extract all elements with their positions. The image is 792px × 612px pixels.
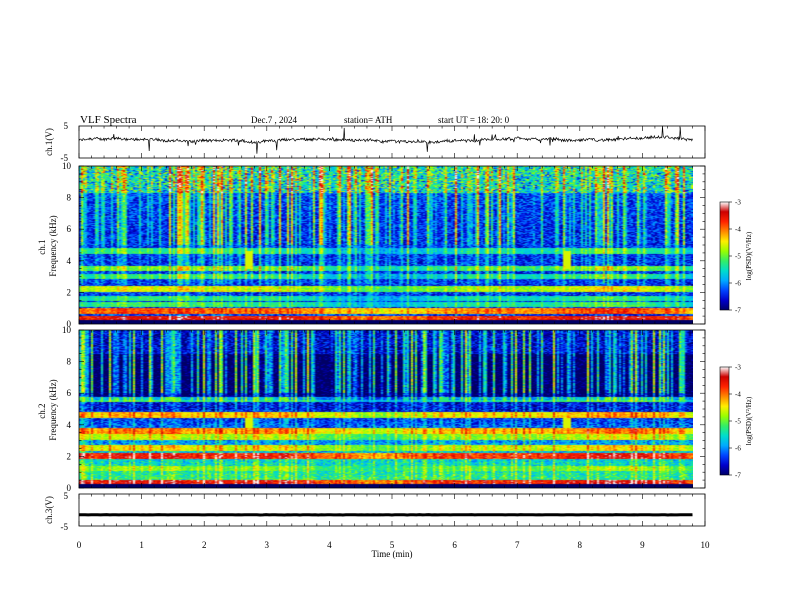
x-tick-label: 5 <box>390 540 395 550</box>
x-tick-label: 9 <box>640 540 645 550</box>
ch1-spectrogram-ylabel-line2: Frequency (kHz) <box>48 215 58 276</box>
ch3-ytick-top: 5 <box>64 491 69 501</box>
ch1-spectrogram-ylabel-line1: ch.1 <box>37 240 47 255</box>
colorbar-tick-label: -3 <box>735 364 741 372</box>
ch1-spectrogram-ticks <box>78 165 706 325</box>
ch2-spectrogram-ylabel-line2: Frequency (kHz) <box>48 379 58 440</box>
header-station: station= ATH <box>344 115 393 125</box>
y-tick-label: 0 <box>67 319 72 329</box>
x-tick-label: 8 <box>578 540 583 550</box>
colorbar-tick-label: -5 <box>735 418 741 426</box>
ch1-waveform-panel: 5 -5 ch.1(V) <box>44 121 706 163</box>
x-tick-label: 3 <box>265 540 270 550</box>
ch3-ytick-bottom: -5 <box>61 522 69 532</box>
ch3-waveform-panel: 5 -5 ch.3(V) 0 1 2 3 4 5 6 7 8 9 10 Time (min) <box>44 491 710 559</box>
ch1-ytick-top: 5 <box>64 121 69 131</box>
ch2-spectrogram-ytick-labels: 0 2 4 6 8 10 <box>62 325 72 493</box>
x-tick-label: 0 <box>77 540 82 550</box>
colorbar-tick-label: -7 <box>735 307 741 315</box>
ch1-colorbar-label: log(PSD)(V²/Hz) <box>745 231 753 280</box>
x-tick-label: 10 <box>701 540 711 550</box>
ch1-spectrogram-ylabel: ch.1 Frequency (kHz) <box>37 215 58 276</box>
x-tick-label: 7 <box>515 540 520 550</box>
ch2-spectrogram-image <box>79 330 693 488</box>
ch2-colorbar-tick-labels: -3 -4 -5 -6 -7 <box>729 364 741 480</box>
ch1-waveform-line <box>78 125 693 154</box>
ch2-spectrogram-ylabel-line1: ch.2 <box>37 404 47 419</box>
colorbar-tick-label: -4 <box>735 391 741 399</box>
ch3-waveform-ylabel: ch.3(V) <box>44 496 54 524</box>
x-tick-label: 6 <box>452 540 457 550</box>
ch2-colorbar <box>720 367 729 475</box>
ch1-waveform-ylabel: ch.1(V) <box>44 128 54 156</box>
figure-title: VLF Spectra <box>80 114 137 126</box>
x-tick-label: 1 <box>139 540 144 550</box>
y-tick-label: 10 <box>62 161 72 171</box>
ch1-waveform-ticks <box>78 126 706 158</box>
y-tick-label: 2 <box>67 451 72 461</box>
y-tick-label: 6 <box>67 388 72 398</box>
colorbar-tick-label: -5 <box>735 253 741 261</box>
colorbar-tick-label: -6 <box>735 280 741 288</box>
y-tick-label: 0 <box>67 483 72 493</box>
ch2-spectrogram-ticks <box>78 329 706 489</box>
y-tick-label: 2 <box>67 287 72 297</box>
x-tick-label: 4 <box>327 540 332 550</box>
header-start-time: start UT = 18: 20: 0 <box>438 115 510 125</box>
colorbar-tick-label: -3 <box>735 199 741 207</box>
ch2-colorbar-label: log(PSD)(V²/Hz) <box>745 396 753 445</box>
y-tick-label: 6 <box>67 224 72 234</box>
ch1-spectrogram-ytick-labels: 0 2 4 6 8 10 <box>62 161 72 329</box>
colorbar-tick-label: -6 <box>735 445 741 453</box>
y-tick-label: 10 <box>62 325 72 335</box>
header-date: Dec.7 , 2024 <box>251 115 297 125</box>
ch1-colorbar-tick-labels: -3 -4 -5 -6 -7 <box>729 199 741 315</box>
y-tick-label: 8 <box>67 193 72 203</box>
y-tick-label: 4 <box>67 420 72 430</box>
x-tick-label: 2 <box>202 540 207 550</box>
y-tick-label: 4 <box>67 256 72 266</box>
ch3-waveform-ticks <box>78 494 706 526</box>
ch1-spectrogram-image <box>79 166 693 324</box>
y-tick-label: 8 <box>67 357 72 367</box>
colorbar-tick-label: -4 <box>735 226 741 234</box>
colorbar-tick-label: -7 <box>735 472 741 480</box>
ch1-colorbar <box>720 202 729 310</box>
x-axis-tick-labels: 0 1 2 3 4 5 6 7 8 9 10 <box>77 540 710 550</box>
ch1-ytick-bottom: -5 <box>61 153 69 163</box>
ch2-spectrogram-ylabel: ch.2 Frequency (kHz) <box>37 379 58 440</box>
x-axis-label: Time (min) <box>372 549 413 559</box>
